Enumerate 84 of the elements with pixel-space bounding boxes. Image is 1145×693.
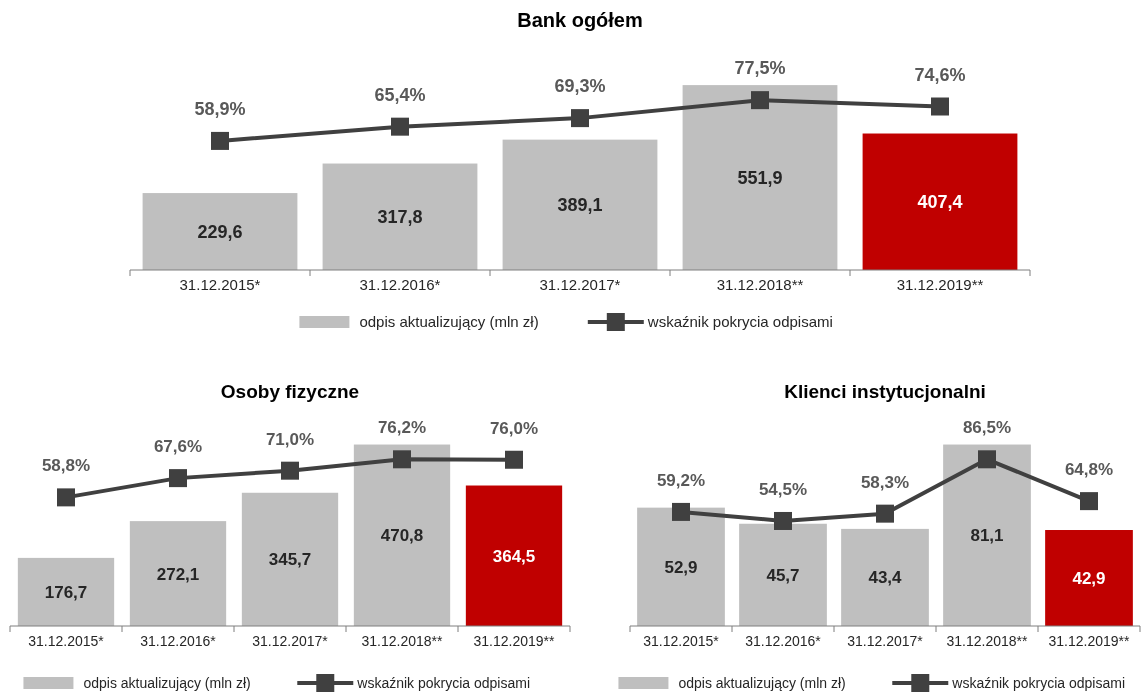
point [876, 504, 894, 523]
point [505, 450, 523, 469]
data-label: 58,9% [194, 98, 246, 119]
data-label: 76,2% [377, 418, 427, 438]
x-tick-label: 31.12.2018** [361, 633, 444, 649]
bar [353, 444, 451, 626]
data-label: 470,8 [380, 526, 424, 546]
point [1080, 492, 1098, 511]
data-label: 54,5% [758, 479, 808, 499]
bar [682, 85, 838, 270]
chart-title: Osoby fizyczne [220, 381, 360, 402]
data-label: 551,9 [737, 167, 783, 188]
data-label: 389,1 [557, 195, 603, 216]
x-tick-label: 31.12.2019** [473, 633, 556, 649]
x-tick-label: 31.12.2019** [896, 276, 984, 293]
x-tick-label: 31.12.2017* [847, 633, 924, 649]
point [978, 450, 996, 469]
point [931, 97, 949, 116]
bar [943, 444, 1031, 626]
x-tick-label: 31.12.2017* [252, 633, 329, 649]
legend-label: odpis aktualizujący (mln zł) [83, 674, 251, 691]
chart-title: Bank ogółem [517, 9, 643, 31]
x-tick-label: 31.12.2019** [1048, 633, 1131, 649]
point [391, 117, 409, 136]
data-label: 67,6% [153, 437, 203, 457]
point [169, 469, 187, 488]
data-label: 77,5% [734, 58, 786, 79]
legend-label: wskaźnik pokrycia odpisami [951, 674, 1126, 691]
bar [322, 163, 478, 270]
legend-label: odpis aktualizujący (mln zł) [678, 674, 846, 691]
legend-label: wskaźnik pokrycia odpisami [356, 674, 531, 691]
x-tick-label: 31.12.2018** [716, 276, 804, 293]
point [57, 488, 75, 507]
x-tick-label: 31.12.2016* [745, 633, 822, 649]
data-label: 71,0% [265, 429, 315, 449]
data-label: 64,8% [1064, 460, 1114, 480]
data-label: 58,3% [860, 472, 910, 492]
data-label: 86,5% [962, 418, 1012, 438]
x-tick-label: 31.12.2015* [179, 276, 261, 293]
point [672, 502, 690, 521]
data-label: 76,0% [489, 418, 539, 438]
data-label: 65,4% [374, 84, 426, 105]
data-label: 45,7 [766, 565, 800, 585]
bar [1045, 530, 1133, 626]
x-tick-label: 31.12.2016* [359, 276, 441, 293]
bar [637, 507, 725, 626]
data-label: 364,5 [492, 546, 536, 566]
data-label: 69,3% [554, 76, 606, 97]
data-label: 43,4 [868, 568, 903, 588]
bar [142, 193, 298, 270]
point [571, 109, 589, 128]
data-label: 81,1 [970, 526, 1004, 546]
x-tick-label: 31.12.2016* [140, 633, 217, 649]
data-label: 229,6 [197, 221, 243, 242]
x-tick-label: 31.12.2017* [539, 276, 621, 293]
legend-label: odpis aktualizujący (mln zł) [359, 313, 539, 331]
data-label: 58,8% [41, 456, 91, 476]
data-label: 272,1 [156, 564, 200, 584]
point [211, 131, 229, 150]
data-label: 317,8 [377, 207, 423, 228]
point [774, 511, 792, 530]
data-label: 407,4 [917, 192, 963, 213]
point [393, 450, 411, 469]
bar [502, 139, 658, 270]
bar [739, 523, 827, 626]
bar [241, 492, 339, 626]
x-tick-label: 31.12.2018** [946, 633, 1029, 649]
legend-label: wskaźnik pokrycia odpisami [646, 313, 833, 331]
data-label: 59,2% [656, 470, 706, 490]
bar [862, 133, 1018, 270]
data-label: 176,7 [44, 582, 88, 602]
data-label: 74,6% [914, 64, 966, 85]
chart-title: Klienci instytucjonalni [784, 381, 986, 402]
x-tick-label: 31.12.2015* [643, 633, 720, 649]
data-label: 345,7 [268, 550, 312, 570]
point [281, 461, 299, 480]
bar [465, 485, 563, 626]
data-label: 52,9 [664, 557, 698, 577]
bar [129, 521, 227, 626]
bar [841, 528, 929, 626]
data-label: 42,9 [1072, 568, 1106, 588]
bar [17, 557, 115, 626]
point [751, 91, 769, 110]
x-tick-label: 31.12.2015* [28, 633, 105, 649]
